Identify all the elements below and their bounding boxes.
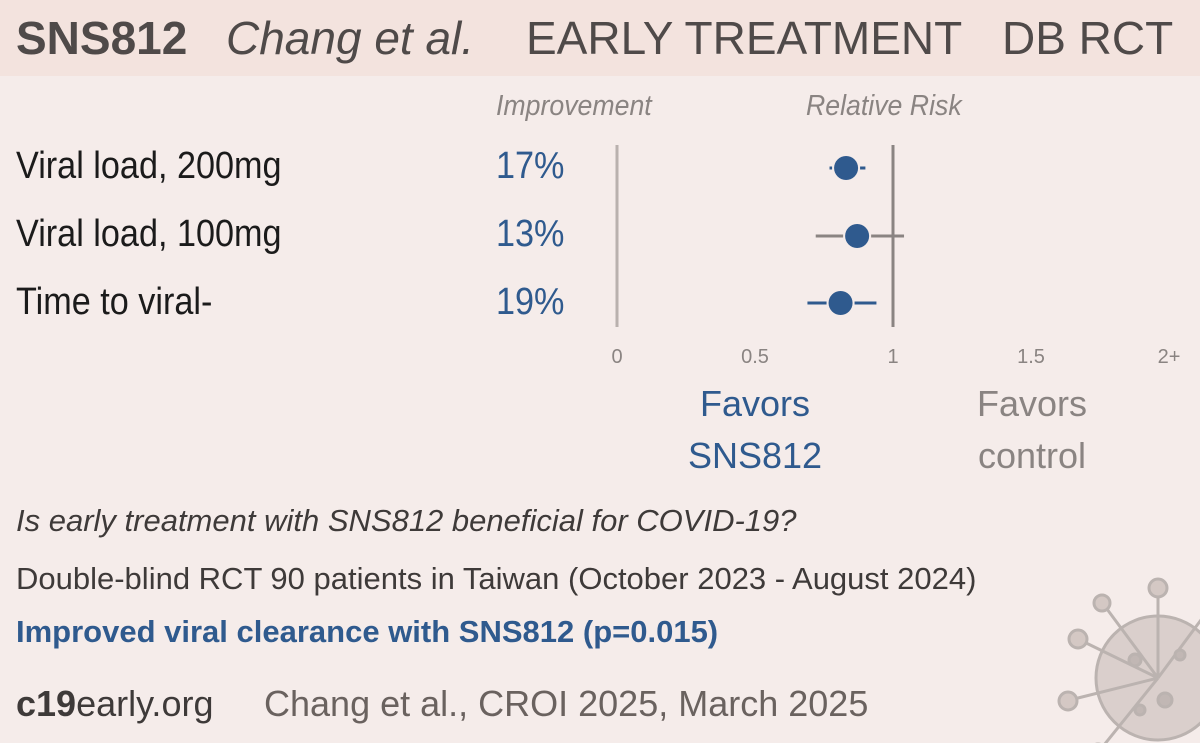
outcome-label: Viral load, 200mg [16,145,282,187]
favors-drug-label: Favors SNS812 [687,383,823,476]
relative-risk-header: Relative Risk [806,90,962,122]
title-bar: SNS812 Chang et al. EARLY TREATMENT DB R… [0,0,1200,76]
study-result: Improved viral clearance with SNS812 (p=… [16,614,719,649]
x-tick-label: 2+ [1158,346,1181,368]
x-tick-label: 0.5 [741,346,769,368]
outcome-label: Viral load, 100mg [16,213,282,255]
treatment-stage: EARLY TREATMENT [526,12,963,64]
site-bold: c19 [16,683,77,724]
site-link[interactable]: c19early.org [16,683,213,725]
x-tick-label: 0 [611,346,622,368]
study-description: Double-blind RCT 90 patients in Taiwan (… [16,561,977,596]
study-question: Is early treatment with SNS812 beneficia… [16,503,797,538]
improvement-value: 17% [496,145,565,187]
improvement-value: 19% [496,281,565,323]
point-estimate [828,291,853,315]
point-estimate [834,156,859,180]
forest-plot: 0 0.5 1 1.5 2+ [611,145,1181,368]
drug-name: SNS812 [16,12,188,64]
outcome-label: Time to viral- [16,281,213,323]
virus-icon [1040,560,1200,743]
site-rest: early.org [76,683,214,724]
citation: Chang et al., CROI 2025, March 2025 [264,683,869,724]
study-design: DB RCT [1002,12,1174,64]
favors-control-label: Favors control [976,383,1088,476]
improvement-value: 13% [496,213,565,255]
point-estimate [845,224,870,248]
improvement-header: Improvement [496,90,652,122]
x-tick-label: 1.5 [1017,346,1045,368]
x-tick-label: 1 [887,346,898,368]
study-author: Chang et al. [226,12,475,64]
